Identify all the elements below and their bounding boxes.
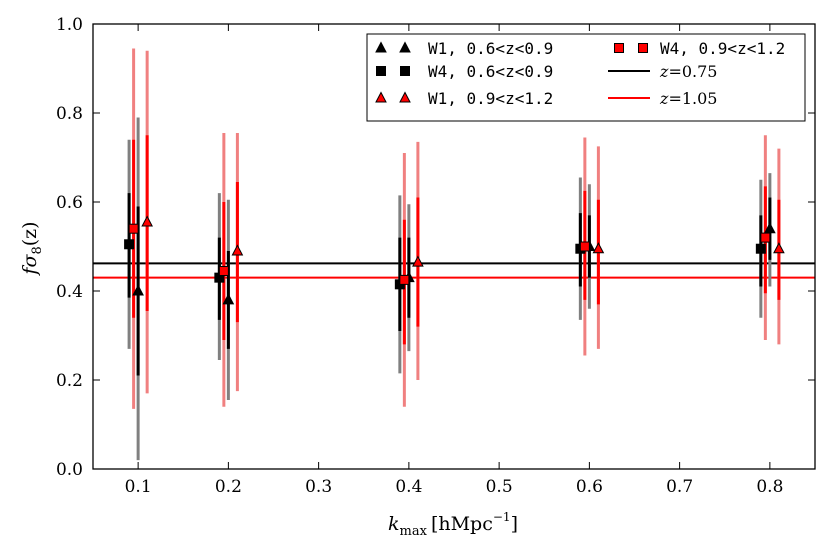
y-axis-title: fσ8(z)	[19, 221, 45, 276]
square-marker	[755, 243, 766, 254]
legend-marker	[399, 41, 411, 53]
x-tick-label: 0.1	[125, 477, 152, 497]
square-marker	[579, 241, 590, 252]
legend-marker	[638, 43, 648, 53]
x-tick-label: 0.7	[666, 477, 693, 497]
y-tick-label: 0.4	[56, 282, 83, 302]
triangle-marker	[132, 284, 144, 296]
legend-marker	[399, 91, 411, 103]
square-marker	[399, 274, 410, 285]
square-marker	[760, 232, 771, 243]
x-tick-label: 0.8	[756, 477, 783, 497]
x-tick-label: 0.5	[486, 477, 513, 497]
y-tick-label: 0.2	[56, 371, 83, 391]
legend-label: z=0.75	[659, 62, 717, 81]
triangle-marker	[231, 244, 244, 256]
legend-label: z=1.05	[659, 89, 717, 108]
x-axis-title: kmax [hMpc−1]	[388, 510, 518, 539]
triangle-marker	[222, 293, 235, 305]
x-tick-label: 0.3	[305, 477, 332, 497]
legend-label: W4, 0.9<z<1.2	[660, 39, 785, 58]
square-marker	[218, 265, 229, 276]
x-tick-label: 0.4	[395, 477, 422, 497]
triangle-marker	[141, 215, 153, 227]
triangle-marker	[773, 242, 785, 254]
legend-box	[366, 33, 806, 122]
legend-marker	[375, 91, 387, 103]
y-tick-label: 0.8	[56, 104, 83, 124]
legend-marker	[376, 66, 386, 76]
x-tick-label: 0.6	[576, 477, 603, 497]
y-tick-label: 0.6	[56, 193, 83, 213]
y-tick-label: 0.0	[56, 460, 83, 480]
triangle-marker	[592, 242, 605, 254]
y-tick-label: 1.0	[56, 15, 83, 35]
square-marker	[124, 239, 135, 250]
square-marker	[128, 223, 139, 234]
triangle-marker	[412, 255, 424, 267]
legend-marker	[400, 66, 410, 76]
legend-label: W1, 0.6<z<0.9	[428, 39, 553, 58]
legend-label: W4, 0.6<z<0.9	[428, 62, 553, 81]
legend-label: W1, 0.9<z<1.2	[428, 89, 553, 108]
plot-frame	[92, 23, 816, 470]
x-tick-label: 0.2	[215, 477, 242, 497]
legend-marker	[614, 43, 624, 53]
legend: W1, 0.6<z<0.9 W4, 0.6<z<0.9 W1, 0.9<z<1.2 W…	[366, 33, 806, 122]
legend-marker	[375, 41, 387, 53]
